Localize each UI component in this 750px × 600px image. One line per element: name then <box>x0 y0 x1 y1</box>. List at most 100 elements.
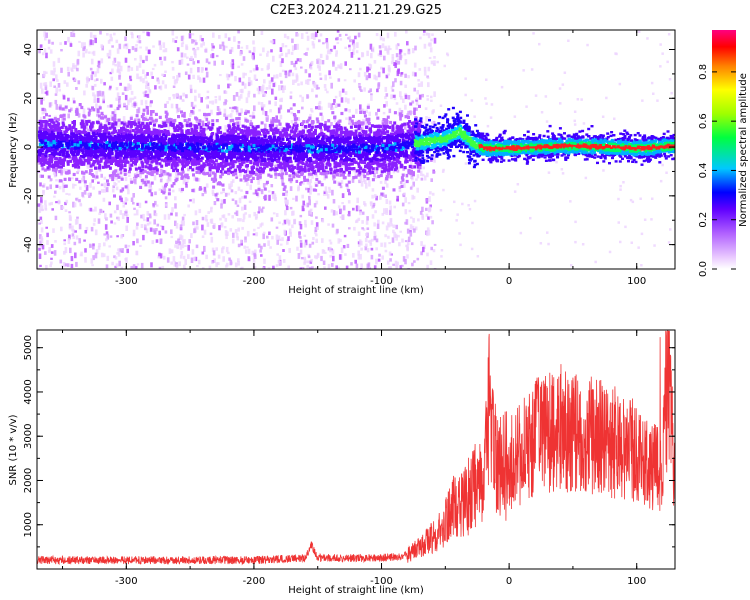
band-mark <box>235 152 239 156</box>
noise-mark <box>70 67 73 71</box>
noise-mark <box>153 63 157 67</box>
noise-mark <box>275 74 279 79</box>
band-mark <box>122 138 126 142</box>
band-mark <box>107 117 111 121</box>
noise-mark <box>188 33 192 39</box>
noise-mark <box>83 190 87 195</box>
noise-mark <box>140 224 144 228</box>
noise-mark <box>274 101 277 106</box>
noise-mark <box>372 202 376 207</box>
noise-mark <box>358 239 362 245</box>
band-mark <box>168 145 171 149</box>
noise-mark <box>380 66 383 70</box>
noise-mark <box>229 113 233 118</box>
noise-mark <box>244 249 248 254</box>
noise-mark <box>385 199 389 204</box>
noise-mark <box>275 213 279 217</box>
noise-mark <box>299 242 303 248</box>
noise-mark <box>395 235 398 241</box>
noise-mark <box>146 31 149 36</box>
noise-mark <box>401 264 404 267</box>
noise-mark <box>104 213 107 219</box>
noise-mark <box>119 171 123 175</box>
noise-mark <box>339 38 343 41</box>
noise-mark <box>236 204 240 207</box>
noise-mark <box>558 87 562 90</box>
noise-mark <box>414 45 417 51</box>
noise-mark <box>83 239 86 242</box>
noise-mark <box>110 76 114 81</box>
noise-mark <box>95 78 99 81</box>
noise-mark <box>341 162 344 168</box>
noise-mark <box>453 200 456 204</box>
band-mark <box>324 166 328 170</box>
noise-mark <box>174 203 177 209</box>
band-mark <box>102 129 106 134</box>
noise-mark <box>185 119 189 123</box>
noise-mark <box>238 197 242 204</box>
noise-mark <box>79 203 83 207</box>
noise-mark <box>142 69 145 74</box>
noise-mark <box>338 90 342 97</box>
noise-mark <box>423 66 427 72</box>
noise-mark <box>262 109 265 115</box>
band-mark <box>170 150 173 154</box>
noise-mark <box>349 39 352 43</box>
noise-mark <box>306 35 310 41</box>
band-mark <box>368 163 372 167</box>
noise-mark <box>398 49 402 55</box>
noise-mark <box>274 96 278 100</box>
noise-mark <box>327 247 331 251</box>
noise-mark <box>339 185 343 189</box>
band-mark <box>42 162 46 166</box>
band-mark <box>176 125 180 129</box>
band-mark <box>295 123 299 127</box>
noise-mark <box>384 178 387 185</box>
noise-mark <box>129 84 132 91</box>
noise-mark <box>196 265 199 268</box>
noise-mark <box>396 70 400 77</box>
noise-mark <box>125 105 129 110</box>
noise-mark <box>529 216 532 220</box>
noise-mark <box>619 240 622 244</box>
noise-mark <box>172 94 175 97</box>
noise-mark <box>617 197 620 201</box>
noise-mark <box>427 43 431 47</box>
band-mark <box>391 132 395 137</box>
noise-mark <box>410 242 414 246</box>
band-mark <box>343 176 347 180</box>
band-mark <box>166 142 170 146</box>
noise-mark <box>136 65 139 71</box>
band-mark <box>394 161 397 166</box>
noise-mark <box>423 122 427 128</box>
noise-mark <box>100 78 103 84</box>
noise-mark <box>197 67 200 73</box>
band-mark <box>208 168 212 172</box>
noise-mark <box>188 239 191 244</box>
band-mark <box>401 173 405 177</box>
band-mark <box>89 140 93 144</box>
noise-mark <box>356 42 359 48</box>
noise-mark <box>176 47 180 52</box>
noise-mark <box>213 258 216 263</box>
band-mark <box>357 156 361 160</box>
noise-mark <box>115 87 119 91</box>
noise-mark <box>329 241 333 245</box>
noise-mark <box>304 219 307 226</box>
band-mark <box>70 129 74 133</box>
noise-mark <box>84 248 87 253</box>
noise-mark <box>399 265 403 269</box>
noise-mark <box>302 181 305 185</box>
noise-mark <box>335 265 338 269</box>
noise-mark <box>331 263 334 267</box>
band-mark <box>190 127 194 131</box>
noise-mark <box>281 43 285 48</box>
band-mark <box>239 178 243 182</box>
noise-mark <box>237 218 240 222</box>
noise-mark <box>174 40 178 43</box>
band-mark <box>310 125 314 129</box>
noise-mark <box>411 225 415 231</box>
noise-mark <box>403 124 407 130</box>
noise-mark <box>411 110 414 115</box>
noise-mark <box>338 171 342 177</box>
